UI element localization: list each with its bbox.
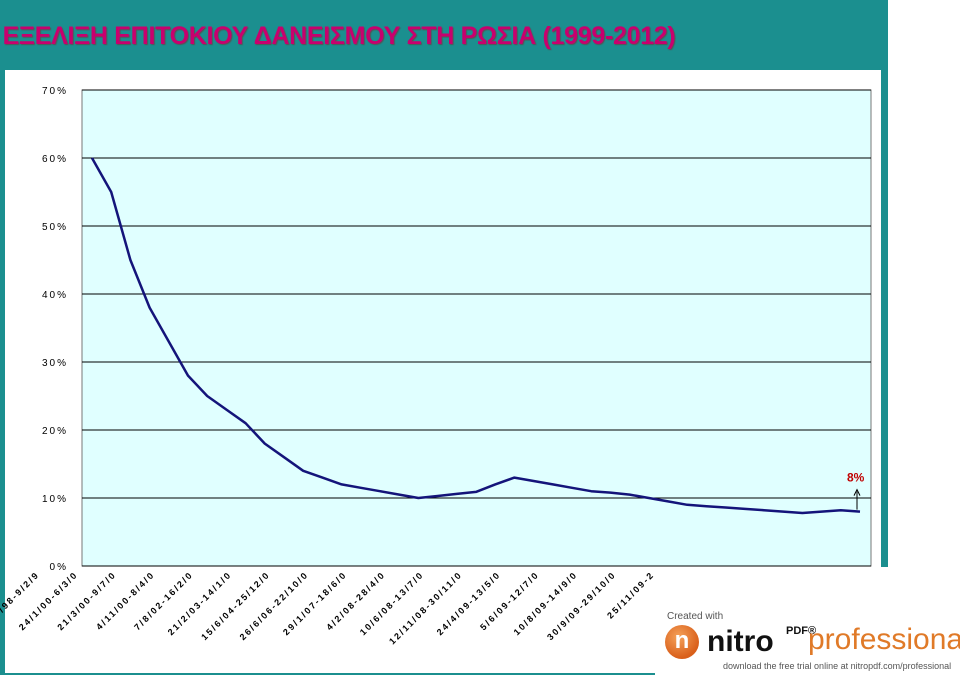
y-tick-label: 50% bbox=[42, 222, 68, 233]
y-tick-label: 70% bbox=[42, 86, 68, 97]
x-tick-label: 15/6/04-25/12/0 bbox=[199, 569, 272, 642]
watermark-brand-sup: PDF® bbox=[786, 625, 817, 637]
watermark-product: professional bbox=[808, 623, 960, 656]
x-tick-label: 10/6/08-13/7/0 bbox=[358, 569, 426, 637]
x-tick-label: 10/8/09-14/9/0 bbox=[512, 569, 580, 637]
watermark-trial-text: download the free trial online at nitrop… bbox=[723, 661, 952, 671]
y-tick-label: 30% bbox=[42, 358, 68, 369]
watermark-brand: nitro bbox=[707, 625, 774, 658]
chart-title: ΕΞΕΛΙΞΗ ΕΠΙΤΟΚΙΟΥ ΔΑΝΕΙΣΜΟΥ ΣΤΗ ΡΩΣΙΑ (1… bbox=[2, 22, 676, 50]
watermark-created-with: Created with bbox=[667, 611, 724, 622]
x-tick-label: 26/6/06-22/10/0 bbox=[238, 569, 311, 642]
x-tick-label: 29/1/07-18/6/0 bbox=[281, 569, 349, 637]
x-tick-label: 24/4/09-13/5/0 bbox=[435, 569, 503, 637]
x-tick-label: 30/9/09-29/10/0 bbox=[545, 569, 618, 642]
nitro-watermark: Created with n nitro PDF® professional d… bbox=[655, 567, 960, 675]
annotation-arrowhead bbox=[853, 488, 861, 496]
x-tick-label: 21/2/03-14/1/0 bbox=[166, 569, 234, 637]
y-tick-label: 60% bbox=[42, 154, 68, 165]
nitro-logo-letter: n bbox=[674, 627, 690, 654]
y-tick-label: 10% bbox=[42, 494, 68, 505]
annotation-label: 8% bbox=[847, 471, 865, 485]
x-tick-label: 12/11/08-30/11/0 bbox=[387, 569, 464, 646]
nitro-logo-icon: n bbox=[665, 625, 699, 659]
y-tick-label: 20% bbox=[42, 426, 68, 437]
series-line bbox=[90, 157, 861, 515]
plot-area bbox=[81, 89, 872, 567]
y-tick-label: 0% bbox=[50, 562, 68, 573]
y-tick-label: 40% bbox=[42, 290, 68, 301]
